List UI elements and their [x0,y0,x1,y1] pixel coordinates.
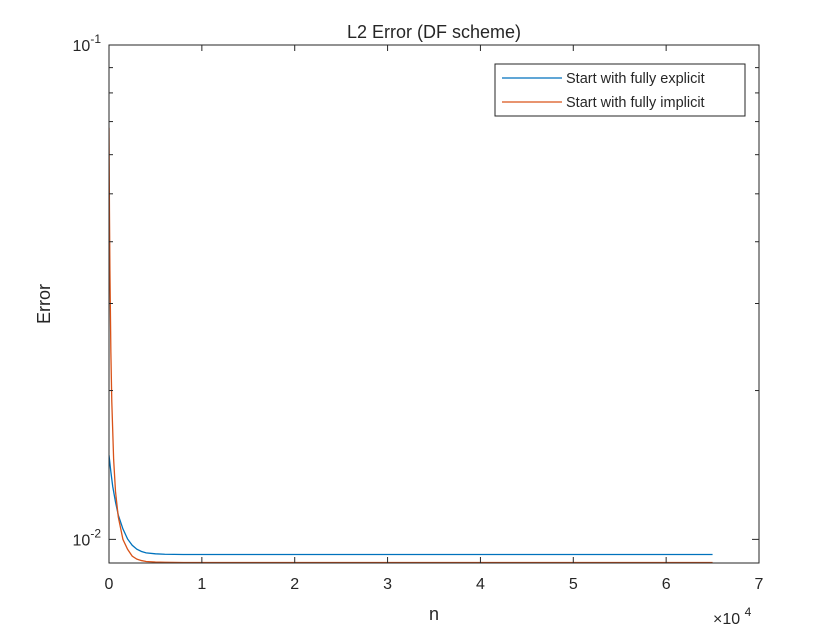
legend-entry-series-2: Start with fully implicit [566,95,705,111]
series-line-1 [109,455,713,556]
legend-entry-series-1: Start with fully explicit [566,71,705,87]
series-layer [109,127,713,563]
y-axis-label: Error [34,284,54,324]
x-axis-label: n [429,604,439,624]
x-tick-label: 1 [197,576,206,593]
x-tick-label: 2 [290,576,299,593]
series-line-2 [109,127,713,563]
x-exponent-label: ×10 4 [713,605,752,628]
y-tick-label: 10-2 [73,526,102,549]
axes-box [108,44,760,564]
x-tick-label: 7 [755,576,764,593]
legend-box [494,63,746,117]
x-exponent-base: ×10 [713,611,740,628]
svg-text:×10 4: ×10 4 [713,605,752,628]
chart-title: L2 Error (DF scheme) [347,22,521,42]
x-tick-label: 3 [383,576,392,593]
x-tick-label: 4 [476,576,485,593]
x-tick-label: 5 [569,576,578,593]
y-tick-label: 10-1 [73,32,102,55]
x-ticks: 0 1 2 3 4 5 6 7 [105,45,764,593]
x-tick-label: 0 [105,576,114,593]
x-tick-label: 6 [662,576,671,593]
legend: Start with fully explicit Start with ful… [494,63,746,117]
plot-area [109,45,759,563]
x-exponent-power: 4 [745,605,752,619]
y-ticks: 10-1 10-2 [73,32,759,549]
